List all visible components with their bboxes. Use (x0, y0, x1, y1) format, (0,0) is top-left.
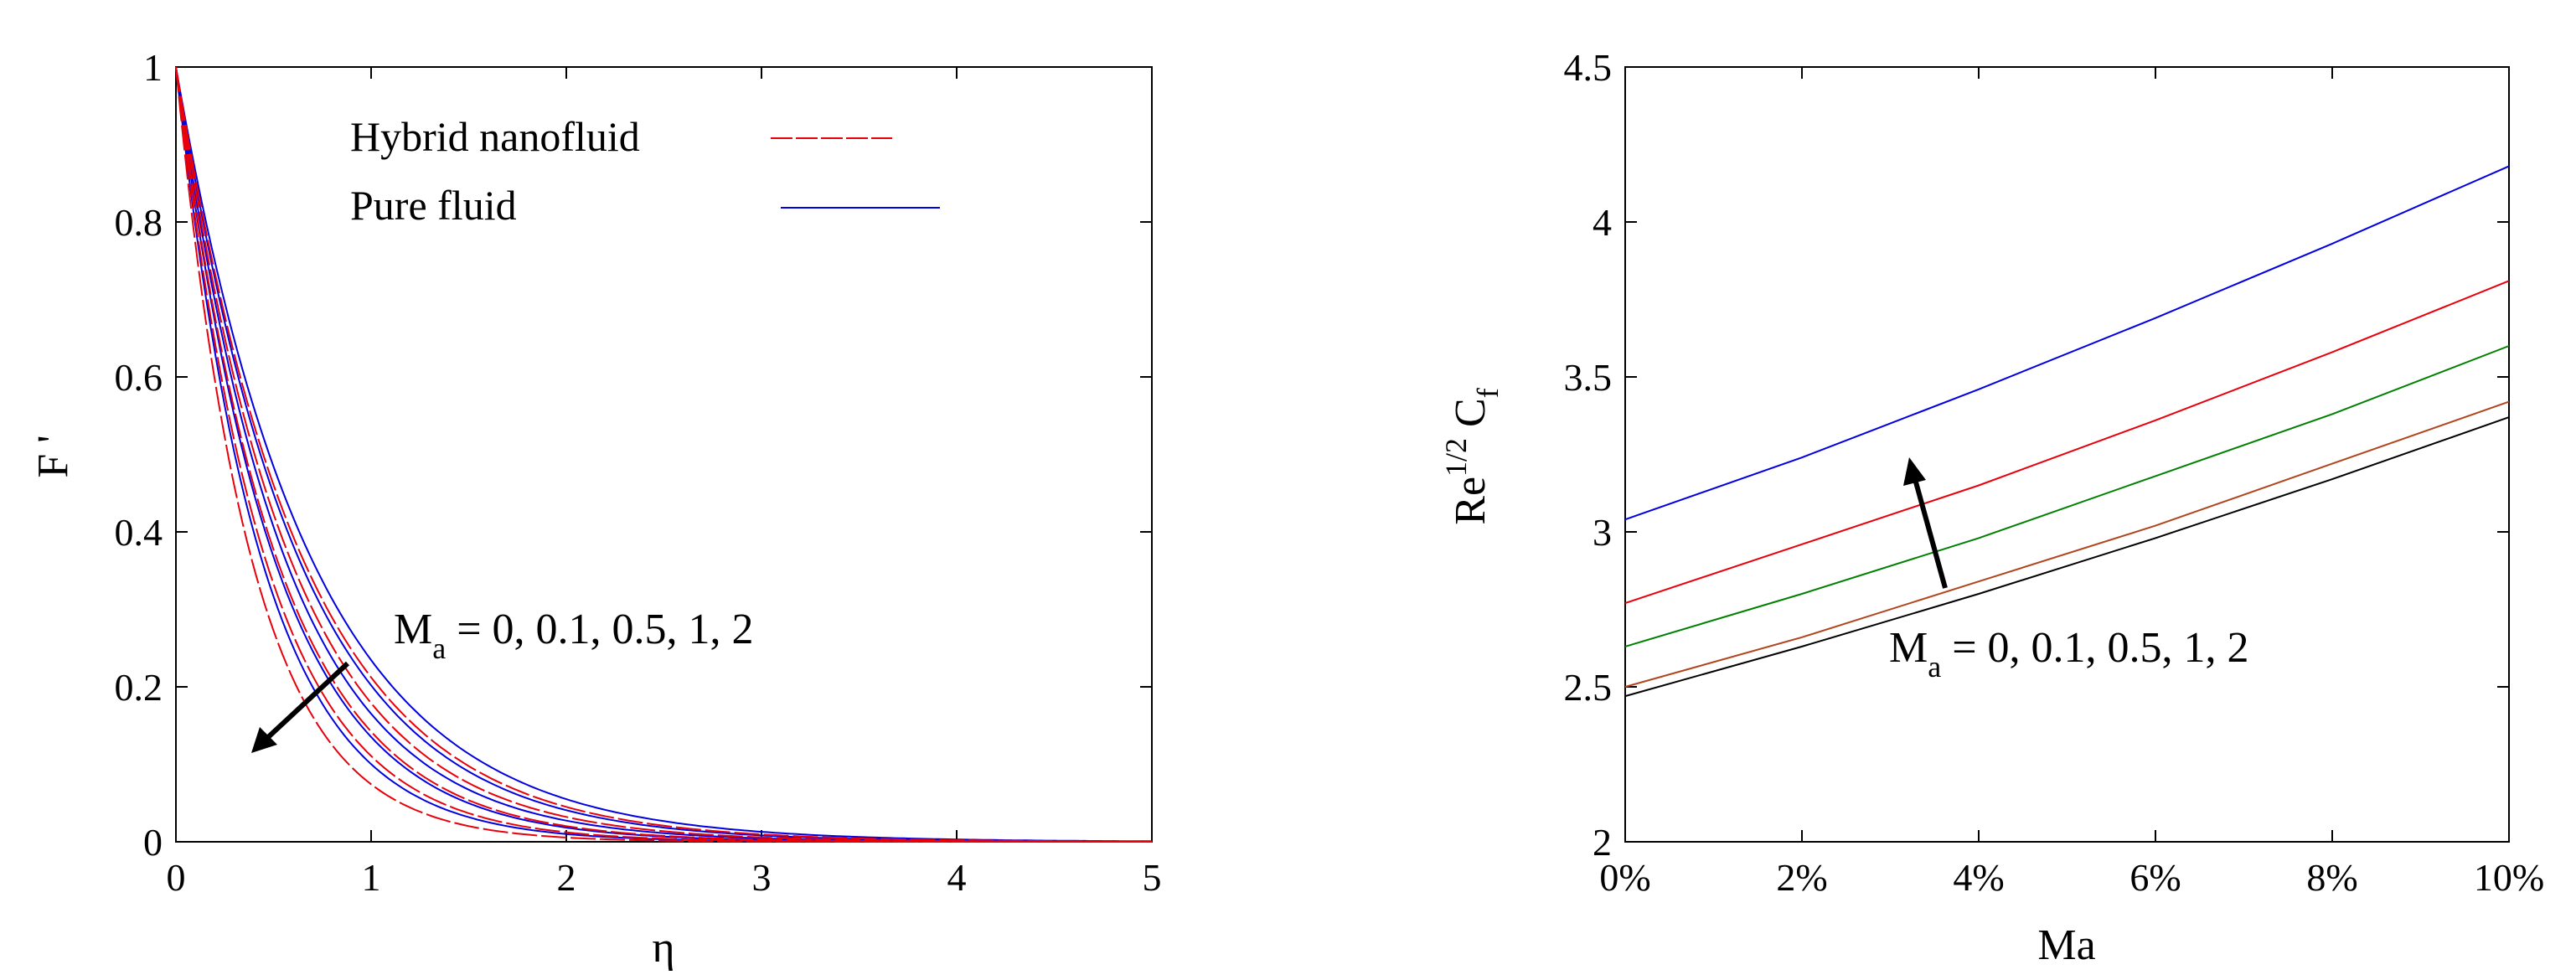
x-tick-label: 4% (1953, 856, 2004, 899)
arrow-left (251, 661, 350, 753)
hybrid-nanofluid-curve (175, 66, 1152, 843)
skin-friction-curve-3 (1624, 345, 2510, 647)
y-tick-labels-right: 2 2.5 3 3.5 4 4.5 (1564, 46, 1613, 864)
x-axis-label-right: Ma (2037, 921, 2095, 969)
annotation-left: Ma = 0, 0.1, 0.5, 1, 2 (394, 606, 754, 665)
x-tick-label: 2 (557, 856, 576, 899)
y-tick-label: 0.8 (115, 201, 163, 244)
annotation-right-m: M (1889, 624, 1928, 672)
pure-fluid-curve (175, 66, 1152, 843)
series-group-right (1624, 165, 2510, 698)
y-tick-label: 4 (1593, 201, 1612, 244)
x-tick-label: 6% (2129, 856, 2181, 899)
y-tick-label: 4.5 (1564, 46, 1613, 89)
y-tick-labels-left: 0 0.2 0.4 0.6 0.8 1 (115, 46, 163, 864)
y-tick-label: 3 (1593, 511, 1612, 554)
y-tick-label: 1 (143, 46, 163, 89)
annotation-left-sub: a (432, 632, 446, 665)
legend-label-hybrid: Hybrid nanofluid (350, 113, 640, 160)
arrow-right (1903, 457, 1948, 589)
pure-fluid-curve (175, 66, 1152, 843)
plot-frame-left (175, 66, 1153, 843)
x-tick-labels-right: 0% 2% 4% 6% 8% 10% (1599, 856, 2544, 899)
y-label-re: Re (1447, 477, 1494, 525)
pure-fluid-curve (175, 66, 1152, 843)
tick-marks-left (175, 66, 1153, 843)
y-tick-label: 0.4 (115, 511, 163, 554)
skin-friction-curve-5 (1624, 165, 2510, 521)
hybrid-nanofluid-curve (175, 66, 1152, 843)
y-tick-label: 2.5 (1564, 666, 1613, 709)
annotation-right-sub: a (1928, 650, 1941, 683)
y-label-sub: f (1471, 388, 1505, 398)
x-tick-label: 5 (1143, 856, 1162, 899)
y-tick-label: 0 (143, 821, 163, 864)
legend-label-pure: Pure fluid (350, 182, 517, 229)
y-tick-label: 0.6 (115, 356, 163, 399)
y-tick-label: 3.5 (1564, 356, 1613, 399)
y-label-sup: 1/2 (1439, 438, 1473, 477)
x-axis-label-left: η (652, 924, 674, 972)
x-tick-label: 10% (2474, 856, 2544, 899)
pure-fluid-curve (175, 66, 1152, 843)
pure-fluid-curve (175, 66, 1152, 843)
skin-friction-chart: 0% 2% 4% 6% 8% 10% 2 2.5 3 3.5 4 4.5 Ma Re1/2 Cf M… (1439, 46, 2544, 969)
tick-marks-right (1624, 66, 2510, 843)
x-tick-label: 4 (947, 856, 967, 899)
y-axis-label-left: F ' (29, 435, 77, 477)
annotation-left-m: M (394, 606, 432, 653)
annotation-right-rest: = 0, 0.1, 0.5, 1, 2 (1941, 624, 2248, 672)
y-tick-label: 2 (1593, 821, 1612, 864)
y-label-c: C (1447, 398, 1494, 438)
x-tick-label: 0 (167, 856, 186, 899)
skin-friction-curve-1 (1624, 416, 2510, 698)
x-tick-label: 3 (752, 856, 772, 899)
skin-friction-curve-2 (1624, 400, 2510, 688)
hybrid-nanofluid-curve (175, 66, 1152, 843)
x-tick-label: 1 (362, 856, 381, 899)
y-axis-label-right: Re1/2 Cf (1439, 388, 1505, 524)
series-group-left (175, 66, 1152, 843)
x-tick-label: 0% (1599, 856, 1650, 899)
skin-friction-curve-4 (1624, 280, 2510, 605)
annotation-right: Ma = 0, 0.1, 0.5, 1, 2 (1889, 624, 2249, 683)
legend: Hybrid nanofluid Pure fluid (350, 113, 940, 229)
annotation-left-rest: = 0, 0.1, 0.5, 1, 2 (446, 606, 753, 653)
hybrid-nanofluid-curve (175, 66, 1152, 843)
y-tick-label: 0.2 (115, 666, 163, 709)
x-tick-labels-left: 0 1 2 3 4 5 (167, 856, 1162, 899)
x-tick-label: 8% (2306, 856, 2357, 899)
hybrid-nanofluid-curve (175, 66, 1152, 843)
plot-frame-right (1624, 66, 2510, 843)
x-tick-label: 2% (1776, 856, 1827, 899)
velocity-profile-chart: 0 1 2 3 4 5 0 0.2 0.4 0.6 0.8 1 η F ' Hybrid nanof… (29, 46, 1162, 972)
